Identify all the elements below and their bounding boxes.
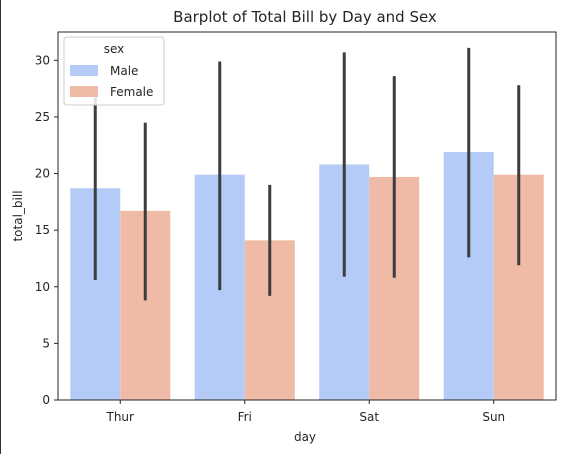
legend-label-female: Female xyxy=(110,85,153,99)
y-tick-label: 25 xyxy=(35,110,50,124)
x-axis-label: day xyxy=(294,430,316,444)
y-tick-label: 20 xyxy=(35,167,50,181)
legend: sex Male Female xyxy=(63,36,165,106)
plot-area: 0 5 10 15 20 25 30 Thur Fri Sat Sun xyxy=(35,31,557,424)
y-tick-label: 30 xyxy=(35,53,50,67)
y-tick-label: 10 xyxy=(35,280,50,294)
y-tick-label: 15 xyxy=(35,223,50,237)
axes-frame xyxy=(57,31,557,401)
legend-title: sex xyxy=(104,42,125,56)
x-tick-label: Sun xyxy=(482,410,505,424)
legend-label-male: Male xyxy=(110,64,138,78)
x-tick-label: Fri xyxy=(238,410,252,424)
legend-swatch-female xyxy=(70,86,98,97)
y-tick-label: 5 xyxy=(42,336,50,350)
chart-title: Barplot of Total Bill by Day and Sex xyxy=(173,8,437,26)
x-tick-label: Thur xyxy=(106,410,135,424)
legend-swatch-male xyxy=(70,65,98,76)
x-tick-label: Sat xyxy=(359,410,379,424)
y-axis-label: total_bill xyxy=(11,190,25,241)
y-tick-label: 0 xyxy=(42,393,50,407)
